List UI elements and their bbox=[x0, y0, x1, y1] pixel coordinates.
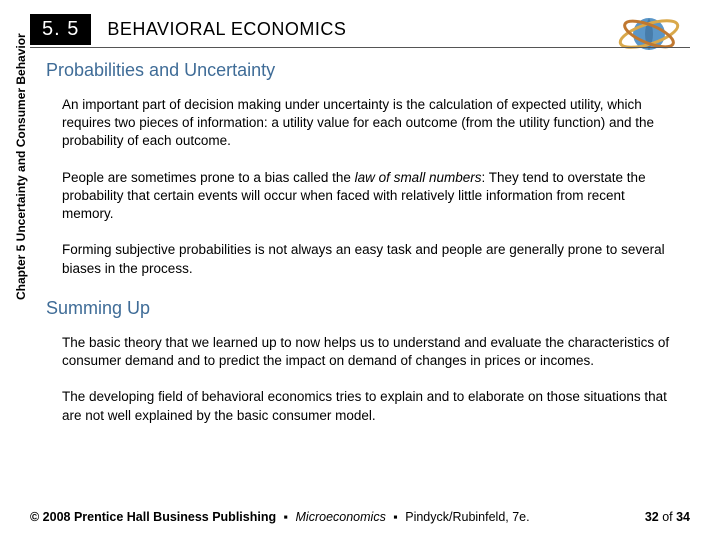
paragraph-3: Forming subjective probabilities is not … bbox=[62, 241, 676, 277]
paragraph-1: An important part of decision making und… bbox=[62, 96, 676, 151]
slide: 5. 5 BEHAVIORAL ECONOMICS Probabilities … bbox=[0, 0, 720, 540]
footer-left: © 2008 Prentice Hall Business Publishing… bbox=[30, 510, 530, 524]
section-number-box: 5. 5 bbox=[30, 14, 91, 45]
footer-publisher: © 2008 Prentice Hall Business Publishing bbox=[30, 510, 276, 524]
separator-dot-icon: ▪ bbox=[284, 510, 288, 524]
page-current: 32 bbox=[645, 510, 659, 524]
footer: © 2008 Prentice Hall Business Publishing… bbox=[30, 510, 690, 524]
summing-up-heading: Summing Up bbox=[46, 296, 676, 320]
footer-page: 32 of 34 bbox=[645, 510, 690, 524]
section-number: 5. 5 bbox=[42, 18, 79, 40]
header-bar: 5. 5 BEHAVIORAL ECONOMICS bbox=[30, 14, 690, 48]
footer-authors: Pindyck/Rubinfeld, 7e. bbox=[405, 510, 529, 524]
page-total: 34 bbox=[676, 510, 690, 524]
paragraph-5: The developing field of behavioral econo… bbox=[62, 388, 676, 424]
p2-pre: People are sometimes prone to a bias cal… bbox=[62, 170, 355, 185]
section-title: BEHAVIORAL ECONOMICS bbox=[107, 19, 346, 40]
body-content: An important part of decision making und… bbox=[62, 96, 676, 443]
paragraph-4: The basic theory that we learned up to n… bbox=[62, 334, 676, 370]
separator-dot-icon: ▪ bbox=[393, 510, 397, 524]
p2-emphasis: law of small numbers bbox=[355, 170, 482, 185]
page-sep: of bbox=[659, 510, 676, 524]
paragraph-2: People are sometimes prone to a bias cal… bbox=[62, 169, 676, 224]
footer-book: Microeconomics bbox=[296, 510, 386, 524]
side-chapter-label: Chapter 5 Uncertainty and Consumer Behav… bbox=[14, 33, 28, 300]
subtitle: Probabilities and Uncertainty bbox=[46, 60, 275, 81]
